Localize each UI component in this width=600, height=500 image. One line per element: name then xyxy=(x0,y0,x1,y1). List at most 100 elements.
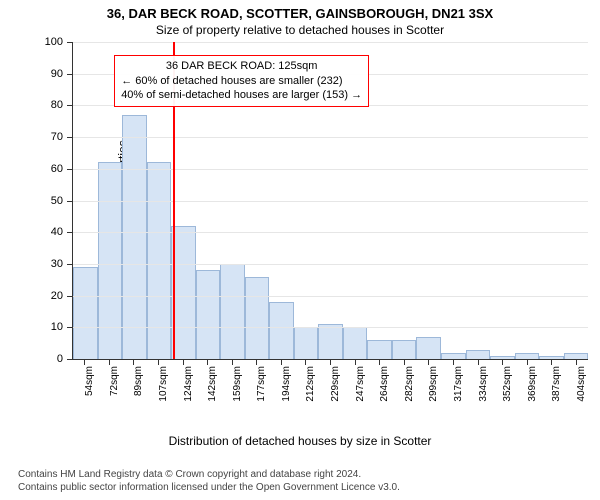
y-tick-label: 10 xyxy=(51,321,63,333)
x-tick-mark xyxy=(183,360,184,365)
x-tick-cell: 317sqm xyxy=(441,360,466,404)
x-tick-cell: 299sqm xyxy=(416,360,441,404)
annotation-line: ← 60% of detached houses are smaller (23… xyxy=(121,74,362,89)
x-tick-label: 212sqm xyxy=(305,366,316,402)
y-tick xyxy=(67,264,73,265)
x-tick-mark xyxy=(133,360,134,365)
x-tick-label: 387sqm xyxy=(551,366,562,402)
x-tick-mark xyxy=(330,360,331,365)
y-tick xyxy=(67,105,73,106)
gridline xyxy=(73,327,588,328)
footer-line-1: Contains HM Land Registry data © Crown c… xyxy=(18,468,588,481)
gridline xyxy=(73,169,588,170)
x-tick-mark xyxy=(256,360,257,365)
y-tick xyxy=(67,296,73,297)
histogram-bar xyxy=(416,337,441,359)
x-tick-label: 264sqm xyxy=(379,366,390,402)
x-tick-mark xyxy=(576,360,577,365)
x-tick-label: 299sqm xyxy=(428,366,439,402)
y-tick xyxy=(67,327,73,328)
y-tick xyxy=(67,232,73,233)
histogram-bar xyxy=(171,226,196,359)
y-tick xyxy=(67,169,73,170)
histogram-bar xyxy=(367,340,392,359)
x-tick-mark xyxy=(281,360,282,365)
histogram-bar xyxy=(147,162,172,359)
histogram-bar xyxy=(441,353,466,359)
x-tick-cell: 124sqm xyxy=(170,360,195,404)
x-tick-label: 107sqm xyxy=(158,366,169,402)
gridline xyxy=(73,264,588,265)
y-tick-label: 30 xyxy=(51,258,63,270)
x-tick-label: 72sqm xyxy=(109,366,120,396)
y-tick xyxy=(67,201,73,202)
x-tick-label: 334sqm xyxy=(478,366,489,402)
x-tick-mark xyxy=(109,360,110,365)
x-tick-cell: 404sqm xyxy=(564,360,589,404)
y-tick-label: 0 xyxy=(57,353,63,365)
histogram-bar xyxy=(318,324,343,359)
y-tick-label: 60 xyxy=(51,163,63,175)
x-tick-cell: 387sqm xyxy=(539,360,564,404)
x-tick-mark xyxy=(527,360,528,365)
x-tick-label: 317sqm xyxy=(453,366,464,402)
x-tick-label: 159sqm xyxy=(232,366,243,402)
x-tick-mark xyxy=(502,360,503,365)
y-tick xyxy=(67,74,73,75)
x-tick-cell: 142sqm xyxy=(195,360,220,404)
gridline xyxy=(73,137,588,138)
histogram-bar xyxy=(466,350,491,360)
x-tick-label: 352sqm xyxy=(502,366,513,402)
gridline xyxy=(73,232,588,233)
x-tick-cell: 369sqm xyxy=(514,360,539,404)
y-tick-label: 70 xyxy=(51,131,63,143)
gridline xyxy=(73,42,588,43)
y-tick-label: 50 xyxy=(51,195,63,207)
histogram-bar xyxy=(196,270,221,359)
y-tick-label: 90 xyxy=(51,68,63,80)
x-tick-label: 124sqm xyxy=(183,366,194,402)
histogram-bar xyxy=(539,356,564,359)
x-axis-label: Distribution of detached houses by size … xyxy=(0,434,600,448)
chart-title-sub: Size of property relative to detached ho… xyxy=(0,21,600,41)
x-tick-label: 404sqm xyxy=(576,366,587,402)
histogram-bar xyxy=(490,356,515,359)
histogram-bar xyxy=(564,353,589,359)
x-tick-cell: 89sqm xyxy=(121,360,146,404)
x-tick-mark xyxy=(453,360,454,365)
x-tick-cell: 334sqm xyxy=(465,360,490,404)
annotation-line: 40% of semi-detached houses are larger (… xyxy=(121,88,362,103)
annotation-box: 36 DAR BECK ROAD: 125sqm← 60% of detache… xyxy=(114,55,369,108)
x-tick-cell: 352sqm xyxy=(490,360,515,404)
x-tick-mark xyxy=(428,360,429,365)
x-tick-cell: 159sqm xyxy=(219,360,244,404)
x-tick-label: 229sqm xyxy=(330,366,341,402)
x-tick-cell: 72sqm xyxy=(97,360,122,404)
x-tick-label: 194sqm xyxy=(281,366,292,402)
x-tick-mark xyxy=(232,360,233,365)
x-tick-mark xyxy=(379,360,380,365)
y-tick-label: 40 xyxy=(51,226,63,238)
x-tick-cell: 282sqm xyxy=(392,360,417,404)
x-tick-label: 142sqm xyxy=(207,366,218,402)
x-tick-label: 89sqm xyxy=(133,366,144,396)
x-tick-cell: 177sqm xyxy=(244,360,269,404)
chart-area: Number of detached properties 0102030405… xyxy=(36,42,588,404)
histogram-bar xyxy=(73,267,98,359)
histogram-bar xyxy=(392,340,417,359)
x-tick-cell: 229sqm xyxy=(318,360,343,404)
x-tick-mark xyxy=(207,360,208,365)
annotation-line: 36 DAR BECK ROAD: 125sqm xyxy=(121,59,362,74)
x-tick-mark xyxy=(404,360,405,365)
x-tick-label: 177sqm xyxy=(256,366,267,402)
y-tick xyxy=(67,137,73,138)
x-tick-mark xyxy=(84,360,85,365)
gridline xyxy=(73,201,588,202)
histogram-bar xyxy=(269,302,294,359)
x-tick-row: 54sqm72sqm89sqm107sqm124sqm142sqm159sqm1… xyxy=(72,360,588,404)
x-tick-cell: 212sqm xyxy=(293,360,318,404)
histogram-bar xyxy=(245,277,270,359)
x-tick-mark xyxy=(478,360,479,365)
histogram-bar xyxy=(98,162,123,359)
x-tick-mark xyxy=(551,360,552,365)
